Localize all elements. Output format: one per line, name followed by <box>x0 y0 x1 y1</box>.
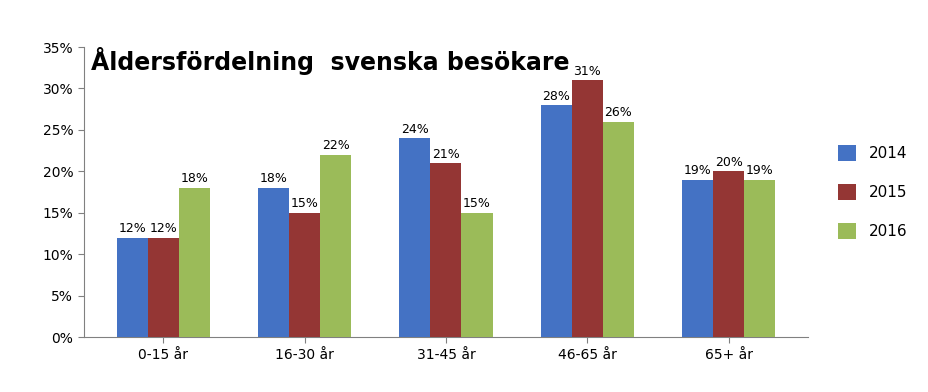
Text: 12%: 12% <box>149 222 177 235</box>
Text: 18%: 18% <box>259 172 287 185</box>
Text: 26%: 26% <box>604 106 632 119</box>
Bar <box>681 180 713 337</box>
Text: 15%: 15% <box>290 197 318 211</box>
Text: 20%: 20% <box>714 156 741 169</box>
Bar <box>461 213 492 337</box>
Bar <box>743 180 775 337</box>
Text: 22%: 22% <box>321 139 349 152</box>
Text: 24%: 24% <box>401 123 428 136</box>
Bar <box>602 122 633 337</box>
Text: 19%: 19% <box>745 164 773 177</box>
Text: 31%: 31% <box>573 65 600 78</box>
Bar <box>713 171 743 337</box>
Text: 15%: 15% <box>462 197 490 211</box>
Bar <box>320 155 351 337</box>
Bar <box>258 188 289 337</box>
Text: 19%: 19% <box>683 164 711 177</box>
Bar <box>178 188 210 337</box>
Bar <box>571 80 602 337</box>
Bar <box>289 213 320 337</box>
Bar <box>540 105 571 337</box>
Bar <box>399 138 430 337</box>
Text: 12%: 12% <box>118 222 146 235</box>
Bar <box>148 238 178 337</box>
Text: 21%: 21% <box>432 147 459 161</box>
Text: 18%: 18% <box>180 172 208 185</box>
Legend: 2014, 2015, 2016: 2014, 2015, 2016 <box>830 138 914 247</box>
Text: 28%: 28% <box>542 89 570 103</box>
Text: Åldersfördelning  svenska besökare: Åldersfördelning svenska besökare <box>91 47 569 75</box>
Bar <box>116 238 148 337</box>
Bar <box>430 163 461 337</box>
